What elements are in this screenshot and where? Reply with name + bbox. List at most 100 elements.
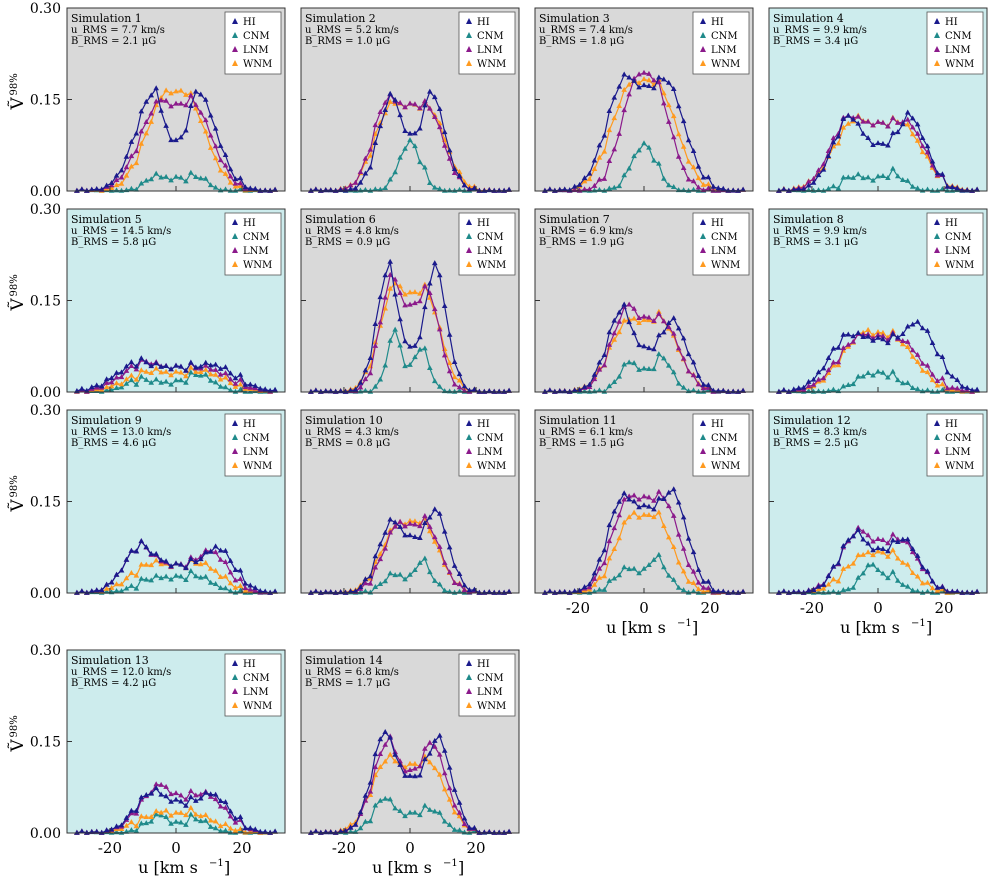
series-point-HI xyxy=(318,589,324,595)
series-point-HI xyxy=(451,359,458,365)
series-point-HI xyxy=(357,809,364,815)
series-point-LNM xyxy=(417,523,423,529)
series-point-WNM xyxy=(202,128,209,134)
x-tick-label: 20 xyxy=(233,839,252,857)
series-point-HI xyxy=(197,795,204,801)
series-point-HI xyxy=(313,387,319,393)
series-point-HI xyxy=(412,773,418,779)
series-point-HI xyxy=(700,174,707,180)
series-point-CNM xyxy=(865,369,871,375)
series-point-WNM xyxy=(153,557,159,563)
series-point-HI xyxy=(939,583,946,589)
u-rms-label: u_RMS = 5.2 km/s xyxy=(305,25,399,36)
series-point-WNM xyxy=(347,821,354,827)
panel-title: Simulation 1 xyxy=(71,12,142,25)
series-point-WNM xyxy=(412,760,418,766)
series-point-CNM xyxy=(845,586,852,592)
series-point-CNM xyxy=(675,380,682,386)
series-point-HI xyxy=(820,365,827,371)
series-point-CNM xyxy=(909,183,916,189)
x-tick-label: 20 xyxy=(467,839,486,857)
series-point-HI xyxy=(417,334,423,340)
series-point-HI xyxy=(217,142,224,148)
series-point-WNM xyxy=(596,154,603,160)
series-point-LNM xyxy=(113,374,120,380)
series-point-HI xyxy=(491,589,498,595)
series-point-HI xyxy=(318,388,324,394)
series-point-HI xyxy=(815,172,822,178)
series-point-HI xyxy=(720,588,727,594)
series-point-LNM xyxy=(148,110,155,116)
series-point-HI xyxy=(113,571,120,577)
series-point-WNM xyxy=(232,383,239,389)
x-axis-label-sup: −1 xyxy=(443,858,458,869)
series-point-WNM xyxy=(840,124,847,130)
series-point-CNM xyxy=(636,147,642,153)
series-point-LNM xyxy=(202,117,209,123)
series-point-HI xyxy=(606,108,613,114)
y-axis-label: Ṽ xyxy=(7,298,28,312)
series-point-HI xyxy=(143,98,150,104)
series-point-HI xyxy=(616,309,623,315)
panel-8: Simulation 8u_RMS = 9.9 km/sB_RMS = 3.1 … xyxy=(768,208,988,394)
series-point-HI xyxy=(656,74,662,80)
series-point-WNM xyxy=(178,809,184,815)
series-point-CNM xyxy=(899,581,906,587)
series-point-HI xyxy=(705,382,712,388)
series-point-LNM xyxy=(611,525,618,531)
legend-label-LNM: LNM xyxy=(945,246,971,257)
series-point-WNM xyxy=(895,555,901,561)
series-point-LNM xyxy=(845,341,852,347)
panel-6: Simulation 6u_RMS = 4.8 km/sB_RMS = 0.9 … xyxy=(300,208,520,394)
b-rms-label: B_RMS = 3.1 μG xyxy=(773,237,858,248)
series-point-CNM xyxy=(153,572,159,578)
series-point-HI xyxy=(466,587,473,593)
series-point-CNM xyxy=(830,183,837,189)
series-point-HI xyxy=(178,561,184,567)
series-point-LNM xyxy=(173,100,179,106)
legend-label-CNM: CNM xyxy=(711,433,738,444)
series-point-HI xyxy=(123,363,130,369)
series-point-LNM xyxy=(441,770,448,776)
legend-label-CNM: CNM xyxy=(243,673,270,684)
series-point-CNM xyxy=(656,160,662,166)
series-point-LNM xyxy=(641,69,647,75)
series-point-HI xyxy=(715,588,722,594)
series-point-HI xyxy=(262,386,268,392)
series-point-LNM xyxy=(685,176,692,182)
series-point-CNM xyxy=(899,177,906,183)
y-tick-label: 0.00 xyxy=(30,385,61,401)
series-point-HI xyxy=(566,589,573,595)
series-point-CNM xyxy=(929,589,936,595)
series-point-WNM xyxy=(193,368,199,374)
series-point-LNM xyxy=(631,305,637,311)
series-point-WNM xyxy=(133,160,140,166)
series-point-WNM xyxy=(427,528,433,534)
legend-marker-LNM xyxy=(232,46,238,52)
series-point-HI xyxy=(74,187,80,193)
series-point-HI xyxy=(118,369,125,375)
x-axis-label-sup: −1 xyxy=(677,618,692,629)
y-tick-label: 0.15 xyxy=(30,495,61,511)
series-point-HI xyxy=(422,304,428,310)
series-point-HI xyxy=(690,359,697,365)
series-point-HI xyxy=(571,588,578,594)
series-point-LNM xyxy=(446,155,453,161)
series-point-HI xyxy=(781,186,787,192)
series-point-HI xyxy=(103,827,110,833)
series-point-LNM xyxy=(347,182,354,188)
series-point-HI xyxy=(232,815,239,821)
series-point-LNM xyxy=(427,739,433,745)
series-point-CNM xyxy=(417,159,423,165)
legend-label-HI: HI xyxy=(711,419,724,430)
series-point-WNM xyxy=(143,813,150,819)
series-point-HI xyxy=(362,367,369,373)
series-point-CNM xyxy=(412,143,418,149)
legend-label-LNM: LNM xyxy=(711,45,737,56)
panel-4: Simulation 4u_RMS = 9.9 km/sB_RMS = 3.4 … xyxy=(768,7,988,193)
legend-marker-CNM xyxy=(934,32,940,38)
series-point-HI xyxy=(347,588,354,594)
series-point-HI xyxy=(128,547,135,553)
series-point-HI xyxy=(700,578,707,584)
series-point-LNM xyxy=(402,523,408,529)
